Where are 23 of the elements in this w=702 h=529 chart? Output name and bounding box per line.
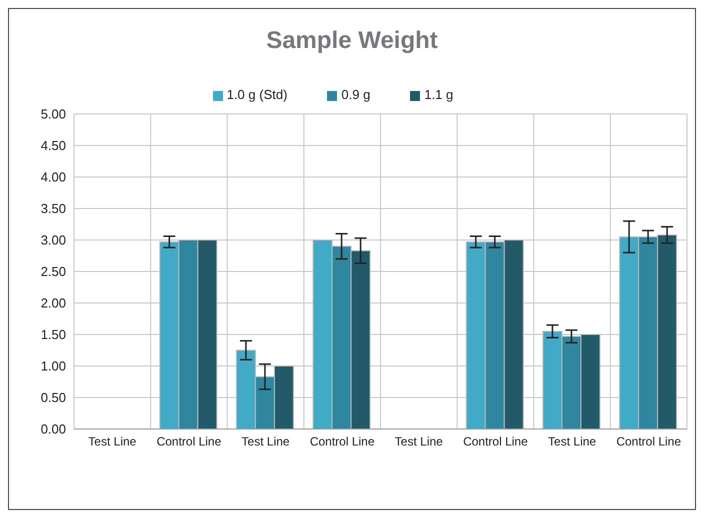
x-tick-label: Test Line	[88, 434, 137, 449]
y-tick-label: 2.50	[40, 264, 66, 280]
legend-label: 0.9 g	[341, 87, 370, 102]
x-tick-label: Control Line	[463, 434, 528, 449]
y-tick-label: 0.00	[40, 422, 66, 437]
y-tick-label: 4.00	[40, 170, 66, 185]
y-tick-label: 5.00	[40, 106, 66, 122]
x-tick-label: Test Line	[548, 434, 596, 449]
x-tick-label: Control Line	[616, 434, 682, 449]
y-tick-label: 1.00	[40, 358, 66, 374]
legend-label: 1.0 g (Std)	[226, 87, 288, 102]
x-tick-label: Test Line	[242, 434, 290, 449]
legend-label: 1.1 g	[424, 87, 454, 102]
chart-title: Sample Weight	[265, 27, 439, 55]
x-tick-label: Test Line	[394, 434, 444, 449]
x-tick-label: Control Line	[310, 434, 375, 449]
y-tick-label: 0.50	[40, 390, 66, 406]
y-tick-label: 3.00	[40, 232, 66, 248]
y-tick-label: 2.00	[40, 296, 66, 311]
y-tick-label: 4.50	[40, 138, 66, 154]
y-tick-label: 3.50	[40, 201, 66, 216]
x-tick-label: Control Line	[156, 434, 222, 449]
y-tick-label: 1.50	[40, 327, 66, 342]
